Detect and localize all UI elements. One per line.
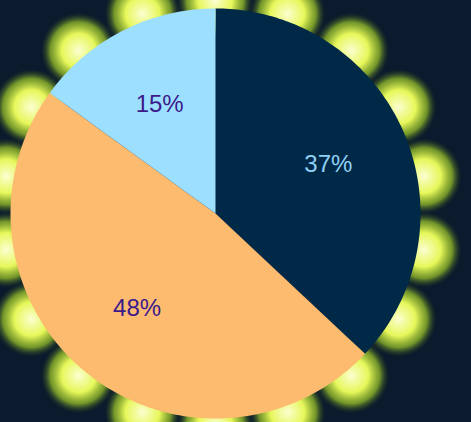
svg-text:15%: 15% <box>136 90 184 117</box>
svg-text:37%: 37% <box>304 150 352 177</box>
svg-text:48%: 48% <box>113 294 161 321</box>
